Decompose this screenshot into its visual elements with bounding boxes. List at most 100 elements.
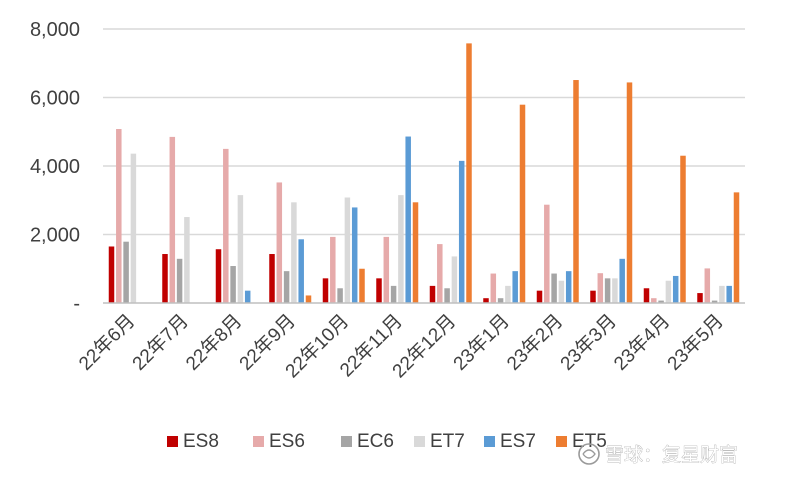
bar-et7	[558, 280, 565, 303]
bar-et7	[130, 153, 137, 303]
bar-ec6	[123, 241, 129, 303]
bar-ec6	[551, 273, 557, 303]
bar-et7	[719, 285, 725, 304]
bar-ec6	[283, 271, 290, 303]
legend: ES8 ES6 EC6 ET7 ES7 ET5	[167, 431, 607, 452]
x-tick-label: 23年2月	[502, 310, 567, 375]
bar-et7	[398, 195, 404, 303]
bar-ec6	[604, 278, 611, 303]
bar-ec6	[176, 258, 183, 303]
legend-swatch	[484, 436, 495, 447]
bar-es8	[162, 254, 168, 303]
bar-et7	[612, 278, 618, 303]
x-tick-label: 22年8月	[181, 310, 246, 375]
bar-et5	[359, 268, 365, 303]
bar-es8	[269, 254, 275, 303]
bar-ec6	[390, 285, 397, 304]
x-tick-label: 23年3月	[556, 310, 621, 375]
legend-swatch	[341, 436, 352, 447]
bar-es8	[322, 278, 329, 303]
x-tick-label: 23年5月	[663, 310, 728, 375]
bar-ec6	[337, 288, 343, 303]
gridlines	[103, 28, 745, 236]
bar-et7	[184, 217, 190, 303]
bar-es6	[437, 244, 443, 303]
legend-label: EC6	[357, 431, 394, 452]
y-tick-label: 4,000	[30, 156, 80, 178]
legend-swatch	[253, 436, 264, 447]
bar-ec6	[711, 300, 718, 303]
bar-es7	[298, 239, 304, 303]
watermark-text: 雪球：复星财富	[605, 444, 738, 466]
bar-es8	[590, 290, 596, 303]
bar-es7	[672, 275, 679, 303]
y-tick-label: 6,000	[30, 88, 80, 110]
bar-ec6	[658, 300, 664, 303]
legend-label: ET7	[430, 431, 465, 452]
bar-es6	[597, 273, 604, 303]
x-tick-label: 22年7月	[128, 310, 193, 375]
bar-et5	[466, 43, 472, 303]
bar-es7	[726, 285, 732, 304]
bar-es7	[458, 160, 465, 303]
bar-es6	[169, 136, 176, 303]
bar-et5	[519, 104, 526, 303]
bar-es6	[704, 268, 711, 303]
bar-es8	[376, 278, 382, 303]
legend-label: ES6	[269, 431, 305, 452]
legend-item-es7: ES7	[484, 431, 536, 452]
legend-item-es8: ES8	[167, 431, 219, 452]
bar-es6	[116, 129, 122, 303]
bar-ec6	[230, 266, 236, 303]
bar-es6	[651, 298, 657, 303]
legend-label: ES7	[500, 431, 536, 452]
snowball-logo-icon	[578, 443, 600, 465]
bar-et5	[573, 80, 579, 303]
bar-ec6	[444, 288, 450, 303]
bar-es7	[619, 258, 625, 303]
bars	[108, 43, 740, 304]
bar-es8	[697, 293, 703, 303]
bar-et5	[412, 202, 419, 303]
y-axis: - 2,000 4,000 6,000 8,000	[30, 19, 745, 315]
bar-es7	[565, 271, 572, 303]
bar-et5	[733, 192, 740, 303]
legend-swatch	[556, 436, 567, 447]
y-tick-label: 8,000	[30, 19, 80, 41]
bar-es6	[490, 273, 497, 303]
legend-item-ec6: EC6	[341, 431, 394, 452]
bar-et5	[680, 155, 686, 303]
bar-es8	[429, 285, 436, 304]
bar-es8	[536, 290, 543, 303]
watermark: 雪球：复星财富	[578, 443, 738, 466]
bar-et7	[291, 202, 297, 303]
x-tick-label: 22年6月	[74, 310, 139, 375]
bar-es8	[483, 298, 489, 303]
x-tick-label: 23年1月	[449, 310, 514, 375]
bar-et7	[237, 195, 244, 303]
bar-es6	[276, 182, 283, 303]
y-tick-label: -	[73, 293, 80, 315]
bar-ec6	[497, 298, 504, 303]
bar-et5	[626, 82, 633, 304]
legend-label: ET5	[572, 431, 607, 452]
bar-es7	[512, 271, 518, 303]
bar-et7	[505, 285, 511, 304]
legend-label: ES8	[183, 431, 219, 452]
bar-es6	[383, 236, 390, 303]
bar-es7	[244, 290, 251, 303]
legend-item-et7: ET7	[414, 431, 465, 452]
bar-es6	[330, 236, 336, 303]
legend-item-et5: ET5	[556, 431, 607, 452]
bar-es8	[215, 249, 222, 303]
legend-item-es6: ES6	[253, 431, 305, 452]
bar-es8	[643, 288, 650, 303]
legend-swatch	[414, 436, 425, 447]
bar-et5	[305, 295, 312, 303]
bar-et7	[451, 256, 458, 303]
bar-et7	[665, 280, 672, 303]
bar-es7	[405, 136, 411, 303]
bar-et7	[344, 197, 351, 303]
